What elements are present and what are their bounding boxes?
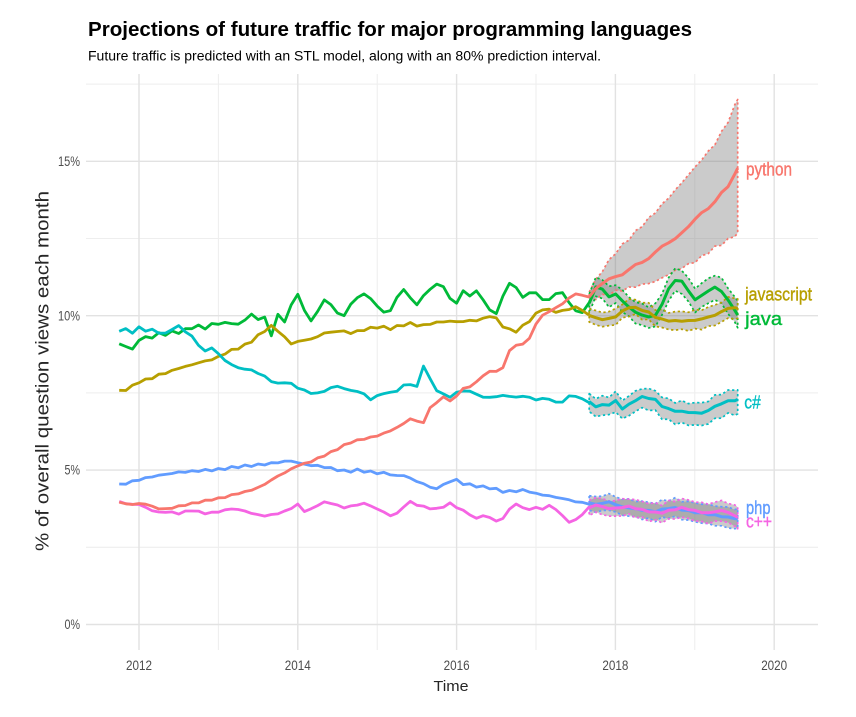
- svg-text:2020: 2020: [761, 658, 787, 673]
- svg-text:% of overall question views ea: % of overall question views each month: [32, 191, 53, 551]
- svg-text:javascript: javascript: [744, 283, 812, 304]
- svg-text:c#: c#: [744, 391, 761, 412]
- svg-text:Future traffic is predicted wi: Future traffic is predicted with an STL …: [88, 48, 601, 63]
- svg-text:java: java: [744, 308, 783, 329]
- svg-text:0%: 0%: [65, 617, 81, 632]
- svg-text:2012: 2012: [126, 658, 152, 673]
- svg-text:Projections of future traffic: Projections of future traffic for major …: [88, 19, 692, 41]
- svg-text:Time: Time: [434, 678, 469, 695]
- svg-text:5%: 5%: [65, 463, 81, 478]
- svg-text:php: php: [746, 497, 771, 518]
- svg-text:python: python: [746, 158, 792, 179]
- svg-text:2014: 2014: [285, 658, 311, 673]
- svg-text:2016: 2016: [444, 658, 470, 673]
- svg-text:c++: c++: [746, 511, 772, 532]
- svg-text:2018: 2018: [602, 658, 628, 673]
- svg-text:15%: 15%: [58, 154, 80, 169]
- svg-text:10%: 10%: [58, 308, 80, 323]
